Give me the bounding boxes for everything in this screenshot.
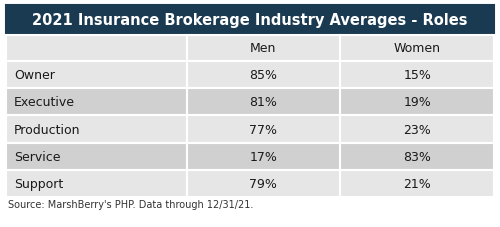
Text: 85%: 85% [250,69,278,82]
Text: 15%: 15% [403,69,431,82]
Text: 17%: 17% [250,150,278,163]
Bar [6,62,186,89]
Bar [6,116,186,143]
Text: 21%: 21% [404,177,431,190]
Bar [6,143,186,170]
Text: Executive: Executive [14,96,75,109]
Text: 23%: 23% [404,123,431,136]
Text: 19%: 19% [404,96,431,109]
Text: 2021 Insurance Brokerage Industry Averages - Roles: 2021 Insurance Brokerage Industry Averag… [32,13,468,28]
Bar [186,143,340,170]
Bar [340,170,494,197]
Bar [340,89,494,116]
Text: Owner: Owner [14,69,55,82]
Bar [186,36,340,62]
Text: Support: Support [14,177,63,190]
Text: 79%: 79% [250,177,278,190]
Text: 81%: 81% [250,96,278,109]
Bar [340,36,494,62]
Bar [6,170,186,197]
Bar [340,62,494,89]
Bar [6,36,186,62]
Bar [186,89,340,116]
Bar [6,6,494,36]
Bar [186,170,340,197]
Text: 77%: 77% [250,123,278,136]
Text: Men: Men [250,42,276,55]
Text: Women: Women [394,42,440,55]
Bar [340,143,494,170]
Text: Service: Service [14,150,60,163]
Bar [186,62,340,89]
Bar [186,116,340,143]
Bar [6,89,186,116]
Text: 83%: 83% [403,150,431,163]
Text: Source: MarshBerry's PHP. Data through 12/31/21.: Source: MarshBerry's PHP. Data through 1… [8,199,254,209]
Text: Production: Production [14,123,80,136]
Bar [340,116,494,143]
